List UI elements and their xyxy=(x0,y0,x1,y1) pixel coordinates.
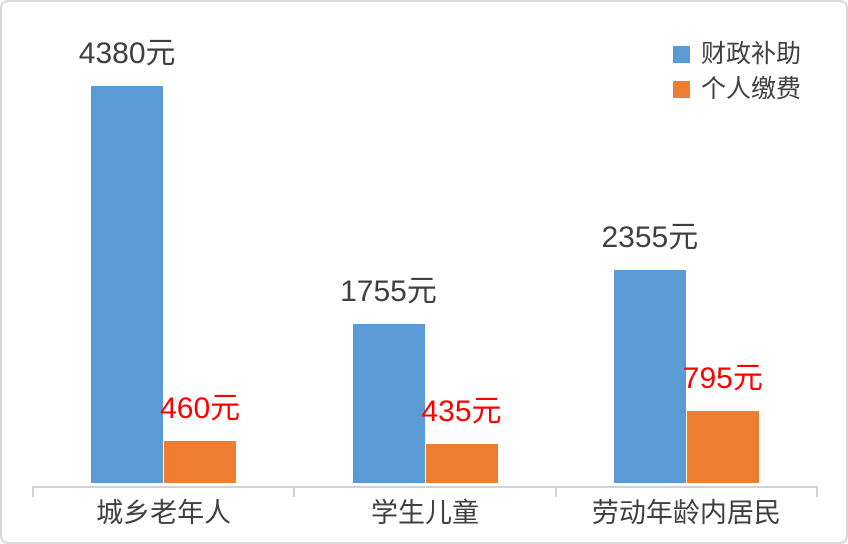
legend-label-personal-payment: 个人缴费 xyxy=(701,76,802,103)
x-axis-tick xyxy=(32,486,34,497)
x-axis-tick xyxy=(554,486,557,497)
value-label: 4380元 xyxy=(78,37,176,70)
category-label: 学生儿童 xyxy=(371,498,479,528)
bar-fiscal-subsidy xyxy=(352,324,425,483)
value-label: 795元 xyxy=(682,362,763,395)
value-label: 1755元 xyxy=(340,275,437,308)
bar-personal-payment xyxy=(686,411,759,483)
legend-swatch-personal-payment xyxy=(673,81,690,98)
bar-personal-payment xyxy=(425,444,498,483)
x-axis-line xyxy=(33,486,817,488)
bar-personal-payment xyxy=(164,441,237,483)
legend-label-fiscal-subsidy: 财政补助 xyxy=(701,41,802,68)
legend: 财政补助 个人缴费 xyxy=(673,40,801,104)
x-axis-tick xyxy=(816,486,818,497)
value-label: 460元 xyxy=(160,392,241,425)
bar-fiscal-subsidy xyxy=(613,270,686,483)
x-axis-tick xyxy=(293,486,296,497)
category-label: 城乡老年人 xyxy=(96,498,232,528)
legend-item-fiscal-subsidy: 财政补助 xyxy=(673,40,801,69)
legend-item-personal-payment: 个人缴费 xyxy=(673,75,801,104)
bar-fiscal-subsidy xyxy=(91,86,164,483)
category-label: 劳动年龄内居民 xyxy=(591,498,781,528)
value-label: 2355元 xyxy=(601,221,699,254)
legend-swatch-fiscal-subsidy xyxy=(673,46,690,63)
value-label: 435元 xyxy=(421,395,502,428)
